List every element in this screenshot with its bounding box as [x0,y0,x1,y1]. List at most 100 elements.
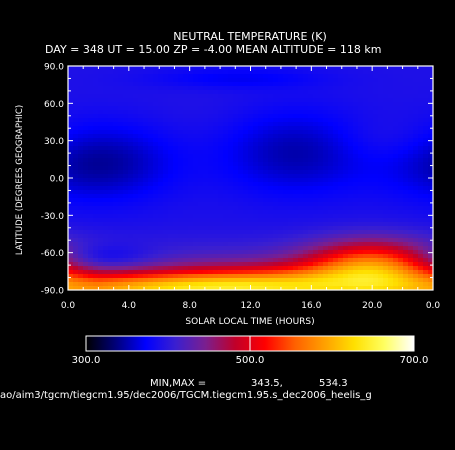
heatmap-cell [93,154,99,159]
heatmap-cell [423,206,429,211]
heatmap-cell [313,262,319,267]
heatmap-cell [93,162,99,167]
heatmap-cell [238,194,244,199]
heatmap-cell [378,218,384,223]
heatmap-cell [318,98,324,103]
heatmap-cell [298,138,304,143]
heatmap-cell [198,274,204,279]
heatmap-cell [328,78,334,83]
heatmap-cell [113,226,119,231]
heatmap-cell [363,162,369,167]
heatmap-cell [198,198,204,203]
heatmap-cell [373,138,379,143]
heatmap-cell [403,198,409,203]
heatmap-cell [423,266,429,271]
heatmap-cell [398,90,404,95]
heatmap-cell [338,234,344,239]
heatmap-cell [138,70,144,75]
heatmap-cell [373,218,379,223]
heatmap-cell [263,242,269,247]
heatmap-cell [323,210,329,215]
heatmap-cell [183,98,189,103]
heatmap-cell [198,90,204,95]
heatmap-cell [308,186,314,191]
heatmap-cell [88,90,94,95]
heatmap-cell [218,222,224,227]
heatmap-cell [393,142,399,147]
heatmap-cell [88,150,94,155]
heatmap-cell [333,78,339,83]
heatmap-cell [128,86,134,91]
x-axis: 0.0 4.0 8.0 12.0 16.0 20.0 0.0 [61,66,440,311]
heatmap-cell [378,178,384,183]
heatmap-cell [413,286,419,290]
heatmap-cell [288,262,294,267]
heatmap-cell [203,214,209,219]
heatmap-cell [298,218,304,223]
heatmap-cell [278,114,284,119]
heatmap-cell [288,86,294,91]
heatmap-cell [223,82,229,87]
heatmap-cell [223,262,229,267]
heatmap-cell [273,238,279,243]
heatmap-cell [133,238,139,243]
heatmap-cell [253,286,259,290]
heatmap-cell [248,146,254,151]
heatmap-cell [178,218,184,223]
heatmap-cell [128,186,134,191]
heatmap-cell [353,142,359,147]
heatmap-cell [233,70,239,75]
heatmap-cell [318,166,324,171]
heatmap-cell [413,198,419,203]
heatmap-cell [173,126,179,131]
heatmap-cell [268,258,274,263]
heatmap-cell [343,194,349,199]
heatmap-cell [243,134,249,139]
heatmap-cell [393,282,399,287]
heatmap-cell [298,150,304,155]
heatmap-cell [288,154,294,159]
heatmap-cell [143,114,149,119]
heatmap-cell [168,134,174,139]
heatmap-cell [218,246,224,251]
heatmap-cell [318,174,324,179]
heatmap-cell [283,282,289,287]
heatmap-cell [153,206,159,211]
heatmap-cell [308,218,314,223]
heatmap-cell [393,210,399,215]
heatmap-cell [363,282,369,287]
heatmap-cell [93,246,99,251]
heatmap-cell [318,234,324,239]
heatmap-cell [373,66,379,71]
heatmap-cell [68,70,74,75]
heatmap-cell [113,254,119,259]
heatmap-cell [178,70,184,75]
heatmap-cell [413,162,419,167]
heatmap-cell [78,230,84,235]
heatmap-cell [323,134,329,139]
heatmap-cell [88,66,94,71]
heatmap-cell [118,262,124,267]
heatmap-cell [118,202,124,207]
heatmap-cell [343,182,349,187]
heatmap-cell [383,282,389,287]
heatmap-cell [138,158,144,163]
heatmap-cell [188,78,194,83]
heatmap-cell [343,106,349,111]
heatmap-cell [328,174,334,179]
heatmap-cell [263,262,269,267]
heatmap-cell [98,170,104,175]
heatmap-cell [298,286,304,290]
heatmap-cell [163,174,169,179]
heatmap-cell [258,150,264,155]
y-tick-label: 0.0 [50,175,65,185]
heatmap-cell [253,74,259,79]
heatmap-cell [293,210,299,215]
heatmap-cell [198,258,204,263]
heatmap-cell [178,110,184,115]
heatmap-cell [203,186,209,191]
heatmap-cell [278,166,284,171]
heatmap-cell [93,118,99,123]
heatmap-cell [283,122,289,127]
heatmap-cell [83,186,89,191]
